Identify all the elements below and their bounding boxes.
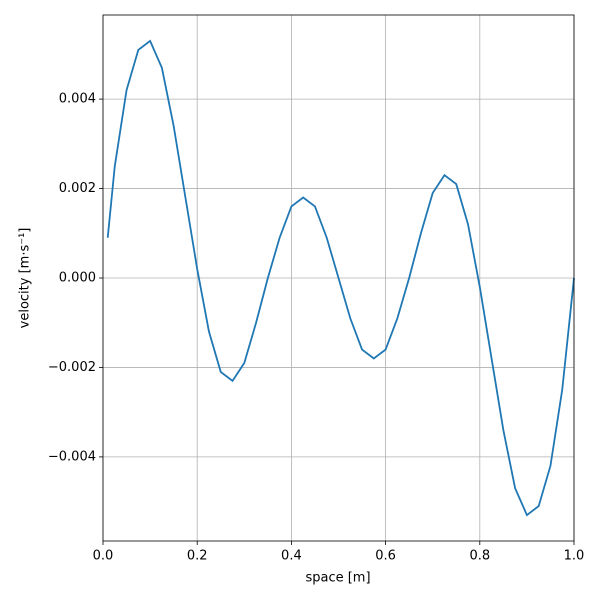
x-axis-label: space [m] (305, 571, 370, 586)
y-tick-label: −0.002 (48, 360, 96, 375)
x-tick-label: 0.4 (281, 549, 302, 564)
x-tick-label: 0.6 (375, 549, 396, 564)
x-tick-label: 0.2 (187, 549, 208, 564)
x-tick-label: 0.0 (93, 549, 114, 564)
y-tick-label: 0.002 (59, 181, 96, 196)
x-tick-label: 0.8 (469, 549, 490, 564)
y-tick-label: 0.000 (59, 271, 96, 286)
x-tick-label: 1.0 (564, 549, 585, 564)
plot-frame (102, 14, 575, 542)
y-axis-label: velocity [m·s⁻¹] (18, 228, 33, 329)
y-tick-label: 0.004 (59, 92, 96, 107)
y-tick-label: −0.004 (48, 449, 96, 464)
line-series (106, 39, 575, 517)
